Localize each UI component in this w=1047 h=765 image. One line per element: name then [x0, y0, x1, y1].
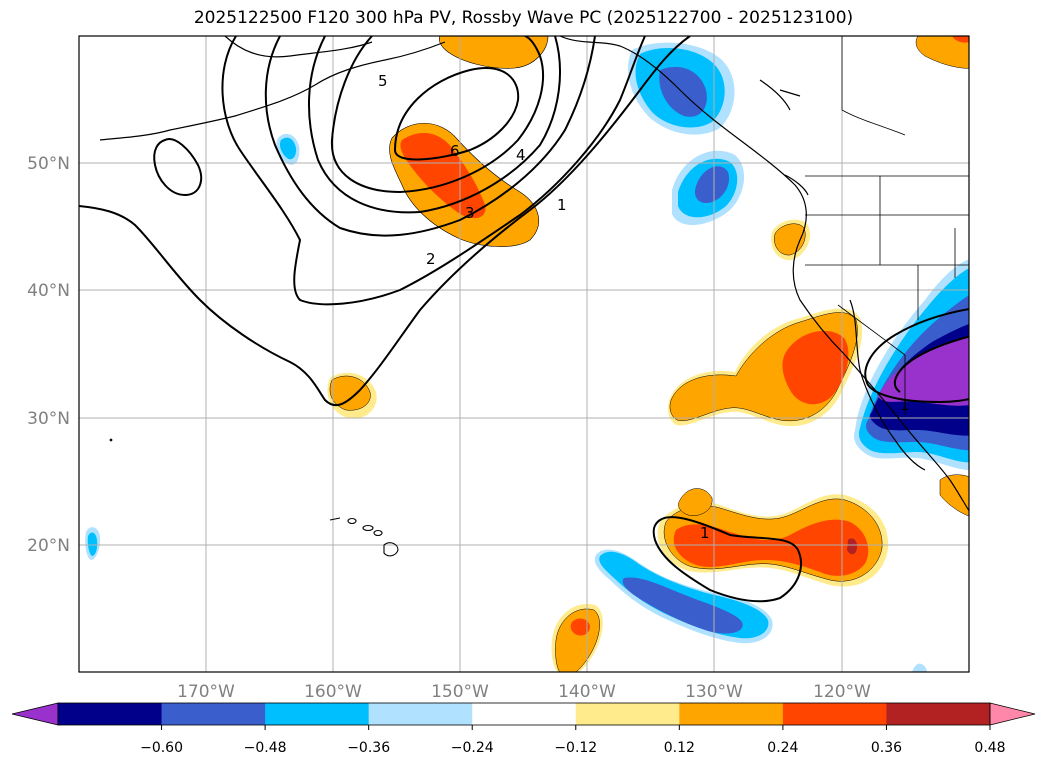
- positive-anomaly-subtropical: [657, 488, 889, 587]
- colorbar-tick-label: −0.60: [140, 740, 183, 756]
- colorbar-tick-label: 0.24: [767, 740, 798, 756]
- negative-anomaly-southwest: [854, 259, 969, 471]
- colorbar-segment: [368, 703, 473, 725]
- contour-label-3: 3: [465, 204, 475, 222]
- colorbar-segment: [782, 703, 887, 725]
- colorbar-extend-high: [989, 702, 1036, 726]
- colorbar-segment: [265, 703, 370, 725]
- map-title: 2025122500 F120 300 hPa PV, Rossby Wave …: [193, 8, 854, 28]
- colorbar-tick-label: −0.24: [451, 740, 494, 756]
- hawaii: [109, 438, 399, 557]
- contour-label-1-north: 1: [557, 196, 567, 214]
- colorbar: −0.60 −0.48 −0.36 −0.24 −0.12 0.12 0.24 0.36 0.4…: [11, 702, 1036, 756]
- lon-label-120w: 120°W: [813, 682, 871, 702]
- colorbar-tick-label: 0.36: [871, 740, 902, 756]
- colorbar-tick-label: −0.12: [554, 740, 597, 756]
- latitude-labels: 50°N 40°N 30°N 20°N: [27, 154, 70, 556]
- colorbar-extend-low: [11, 702, 59, 726]
- colorbar-segment: [886, 703, 991, 725]
- colorbar-segment: [472, 703, 577, 725]
- lat-label-50n: 50°N: [27, 154, 70, 174]
- contour-label-1-subtropical: 1: [700, 524, 710, 542]
- lon-label-140w: 140°W: [558, 682, 616, 702]
- lon-label-160w: 160°W: [304, 682, 362, 702]
- contour-label-5: 5: [378, 72, 388, 90]
- contour-label-4: 4: [516, 146, 526, 164]
- coastlines: [99, 36, 969, 512]
- colorbar-segment: [161, 703, 266, 725]
- colorbar-segment: [575, 703, 680, 725]
- rossby-contours: [79, 36, 969, 603]
- colorbar-tick-label: 0.12: [664, 740, 695, 756]
- contour-label-6: 6: [450, 142, 460, 160]
- lat-label-40n: 40°N: [27, 281, 70, 301]
- positive-anomaly-california: [668, 308, 863, 427]
- borders: [805, 36, 969, 415]
- positive-anomaly-gulf-alaska: [389, 122, 539, 247]
- lat-label-30n: 30°N: [27, 409, 70, 429]
- lon-label-130w: 130°W: [685, 682, 743, 702]
- colorbar-segment: [679, 703, 784, 725]
- negative-anomaly-tropical: [594, 549, 773, 644]
- contour-label-1-southwest: 1: [900, 396, 910, 414]
- colorbar-tick-label: −0.36: [347, 740, 390, 756]
- longitude-labels: 170°W 160°W 150°W 140°W 130°W 120°W: [177, 682, 871, 702]
- lat-label-20n: 20°N: [27, 536, 70, 556]
- lon-label-150w: 150°W: [431, 682, 489, 702]
- contour-labels: 5 6 4 3 2 1 1 1: [378, 72, 910, 542]
- lon-label-170w: 170°W: [177, 682, 235, 702]
- colorbar-tick-label: 0.48: [974, 740, 1005, 756]
- colorbar-tick-label: −0.48: [244, 740, 287, 756]
- contour-label-2: 2: [426, 250, 436, 268]
- colorbar-segment: [58, 703, 163, 725]
- graticule: [79, 36, 969, 672]
